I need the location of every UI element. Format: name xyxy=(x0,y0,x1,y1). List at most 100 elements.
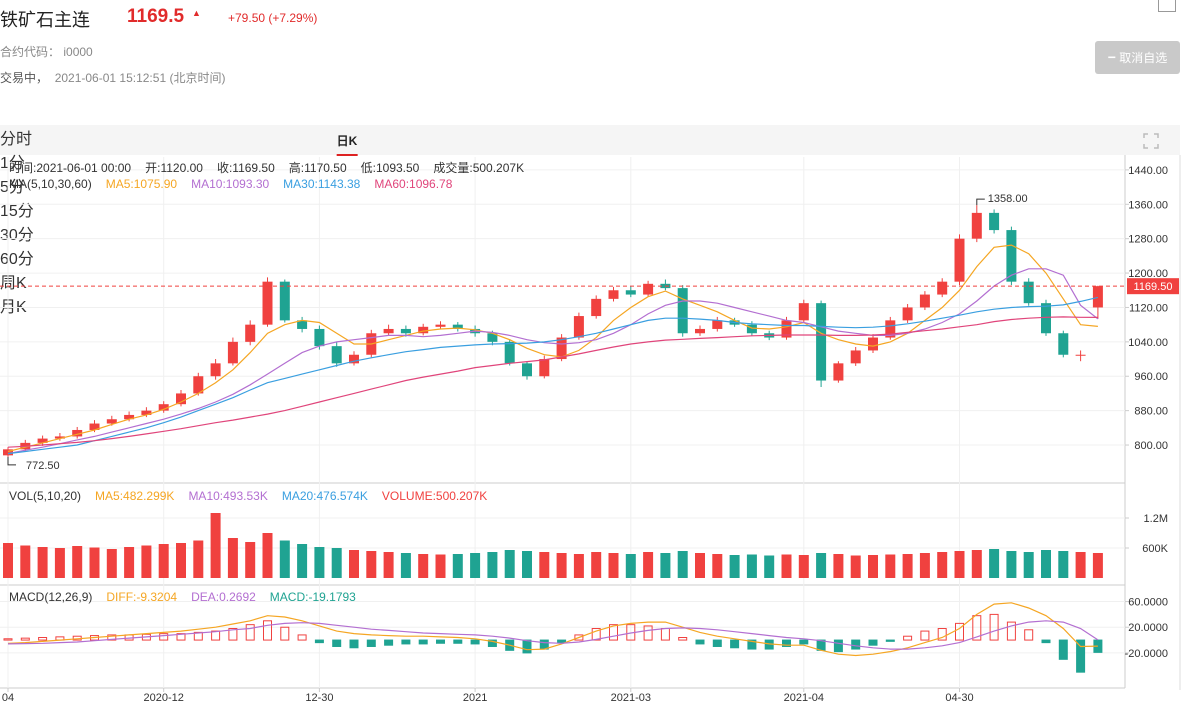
candle-body xyxy=(452,324,463,329)
macd-bar xyxy=(436,639,445,644)
fullscreen-icon[interactable] xyxy=(1143,133,1159,149)
macd-bar xyxy=(297,634,307,641)
candle-body xyxy=(1006,230,1017,282)
macd-bar xyxy=(453,639,463,644)
candle-body xyxy=(573,316,584,338)
volume-bar xyxy=(954,551,965,578)
macd-bar xyxy=(1006,621,1016,641)
candle-body xyxy=(989,212,1000,231)
macd-bar xyxy=(955,622,964,641)
y-tick-label: 800.00 xyxy=(1134,440,1168,452)
price: 1169.5 xyxy=(127,6,185,27)
candle-body xyxy=(106,419,117,424)
candle-body xyxy=(314,328,325,347)
volume-bar xyxy=(331,548,342,578)
candle-body xyxy=(331,346,342,364)
info-value: 1169.50 xyxy=(232,161,275,175)
candle-body xyxy=(1023,281,1034,304)
volume-bar xyxy=(504,550,515,578)
ma-line xyxy=(7,316,1098,448)
candle-body xyxy=(712,320,723,329)
macd-bar xyxy=(851,639,861,650)
candle-body xyxy=(72,429,83,437)
y-tick-label: 1360.00 xyxy=(1128,199,1168,211)
candle-body xyxy=(522,363,532,377)
x-tick-label: 04 xyxy=(2,692,14,704)
volume-bar xyxy=(3,543,13,578)
legend-title: MA(5,10,30,60) xyxy=(9,177,92,191)
tab[interactable]: 1分 xyxy=(0,155,25,172)
tab[interactable]: 分时 xyxy=(0,131,33,148)
volume-bar xyxy=(764,555,775,578)
candle-body xyxy=(279,281,290,321)
macd-legend: MACD(12,26,9) DIFF:-9.3204 DEA:0.2692 MACD:… xyxy=(9,590,356,604)
info-item: 开:1120.00 xyxy=(145,159,203,176)
tab[interactable]: 5分 xyxy=(0,179,25,196)
candle-body xyxy=(1075,354,1086,356)
macd-bar xyxy=(193,631,203,641)
macd-bar xyxy=(418,639,428,645)
candle-body xyxy=(954,238,965,282)
y-tick-label: 20.0000 xyxy=(1128,622,1168,634)
y-tick-label: 880.00 xyxy=(1134,406,1168,418)
candle-body xyxy=(816,303,827,381)
info-label: 高: xyxy=(288,161,305,175)
status: 交易中， 2021-06-01 15:12:51 (北京时间) xyxy=(0,69,225,86)
macd-bar xyxy=(1058,639,1068,660)
volume-bar xyxy=(227,538,238,578)
volume-bar xyxy=(487,552,498,578)
candle-body xyxy=(193,376,204,394)
candle-body xyxy=(643,283,654,295)
corner-icon[interactable] xyxy=(1158,0,1176,12)
candle-body xyxy=(141,410,152,415)
volume-bar xyxy=(902,554,913,578)
candle-body xyxy=(245,324,256,342)
macd-bar xyxy=(643,625,653,641)
legend-item: MA20:476.574K xyxy=(281,489,368,503)
unfollow-button[interactable]: − 取消自选 xyxy=(1095,41,1180,74)
y-tick-label: 1120.00 xyxy=(1129,302,1168,314)
candle-body xyxy=(833,363,844,381)
low-label: 772.50 xyxy=(26,460,60,472)
legend-item: MA10:493.53K xyxy=(188,489,268,503)
volume-bar xyxy=(625,554,636,578)
macd-bar xyxy=(1041,639,1051,644)
code: 合约代码： i0000 xyxy=(0,43,93,60)
y-tick-label: 1.2M xyxy=(1144,513,1168,525)
volume-bar xyxy=(366,551,377,578)
volume-bar xyxy=(833,554,844,578)
last-price-label: 1169.50 xyxy=(1134,281,1173,293)
macd-bar xyxy=(695,639,705,645)
time: 2021-06-01 15:12:51 (北京时间) xyxy=(54,71,226,85)
macd-bar xyxy=(678,637,688,641)
volume-bar xyxy=(262,533,273,578)
macd-bar xyxy=(712,639,722,647)
macd-bar xyxy=(280,626,290,641)
volume-bar xyxy=(106,549,117,578)
macd-bar xyxy=(38,637,48,641)
macd-bar xyxy=(782,639,791,647)
candle-body xyxy=(850,350,861,364)
macd-bar xyxy=(885,639,895,642)
volume-bar xyxy=(349,550,359,578)
candle-body xyxy=(176,393,186,405)
y-tick-label: 1200.00 xyxy=(1128,268,1168,280)
button-label: 取消自选 xyxy=(1119,51,1168,65)
volume-bar xyxy=(573,554,584,578)
candle-body xyxy=(54,436,65,439)
legend-item: MA5:482.299K xyxy=(95,489,175,503)
info-value: 500.207K xyxy=(472,161,525,175)
y-tick-label: 960.00 xyxy=(1134,371,1168,383)
volume-bar xyxy=(210,513,221,578)
macd-bar xyxy=(972,615,982,641)
info-row: 时间:2021-06-01 00:00 开:1120.00 收:1169.50 高:1… xyxy=(9,159,524,176)
info-label: 成交量: xyxy=(433,161,473,175)
macd-bar xyxy=(211,630,221,641)
candle-body xyxy=(781,320,792,338)
candle-body xyxy=(902,307,913,321)
x-tick-label: 2020-12 xyxy=(144,692,184,704)
tab[interactable]: 日K xyxy=(336,134,358,156)
candle-body xyxy=(37,438,48,443)
y-tick-label: 60.0000 xyxy=(1128,597,1168,609)
tab[interactable]: 周K xyxy=(0,275,27,292)
